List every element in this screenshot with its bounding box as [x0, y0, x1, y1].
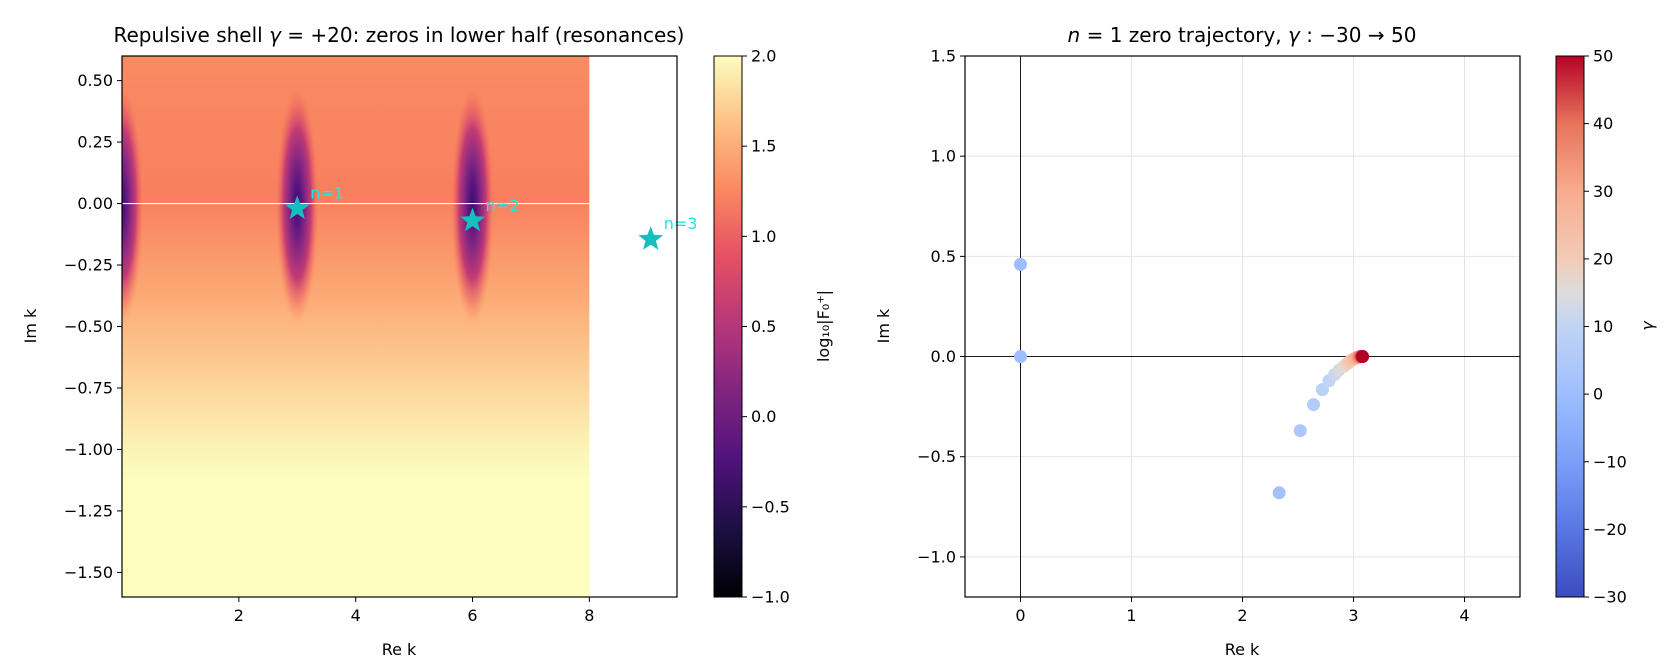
x-tick-label: 2 — [1237, 606, 1247, 625]
trajectory-point — [1356, 350, 1370, 364]
right-y-axis-label: Im k — [874, 308, 893, 343]
y-tick-label: 1.5 — [931, 47, 956, 66]
coolwarm-colorbar — [1555, 55, 1585, 598]
x-tick-label: 0 — [1015, 606, 1025, 625]
colorbar-tick-label: −30 — [1593, 588, 1627, 607]
y-tick-label: −0.75 — [64, 378, 113, 397]
x-tick-label: 6 — [467, 606, 477, 625]
zero-label: n=2 — [486, 196, 520, 215]
y-tick-label: 1.0 — [931, 147, 956, 166]
y-tick-label: −0.25 — [64, 256, 113, 275]
zero-star-marker — [638, 226, 664, 250]
x-tick-label: 2 — [234, 606, 244, 625]
right-grid — [965, 56, 1520, 597]
y-tick-label: 0.0 — [931, 347, 956, 366]
right-chart-title: n = 1 zero trajectory, γ : −30 → 50 — [1068, 23, 1417, 47]
left-y-axis-label: Im k — [21, 308, 40, 343]
trajectory-point — [1272, 486, 1286, 500]
magma-colorbar-ticks: 2.0 1.5 1.0 0.5 0.0 −0.5 −1.0 — [742, 47, 790, 607]
y-tick-label: 0.5 — [931, 247, 956, 266]
trajectory-point — [1293, 424, 1307, 438]
x-tick-label: 1 — [1126, 606, 1136, 625]
x-tick-label: 3 — [1348, 606, 1358, 625]
left-chart-title: Repulsive shell γ = +20: zeros in lower … — [114, 23, 685, 47]
zero-label: n=1 — [310, 183, 344, 202]
y-tick-label: −0.5 — [917, 447, 956, 466]
right-plot-area — [1014, 257, 1370, 500]
colorbar-tick-label: 30 — [1593, 182, 1613, 201]
colorbar-tick-label: −20 — [1593, 520, 1627, 539]
x-tick-label: 8 — [584, 606, 594, 625]
zero-star-marker — [460, 207, 485, 232]
colorbar-tick-label: 40 — [1593, 114, 1613, 133]
left-heatmap-panel: Repulsive shell γ = +20: zeros in lower … — [21, 23, 833, 659]
trajectory-point — [1307, 398, 1321, 412]
colorbar-tick-label: 0.0 — [751, 407, 776, 426]
y-tick-label: −1.00 — [64, 440, 113, 459]
colorbar-tick-label: 2.0 — [751, 47, 776, 66]
zero-label: n=3 — [664, 214, 698, 233]
trajectory-point — [1014, 257, 1027, 271]
colorbar-tick-label: 0.5 — [751, 317, 776, 336]
heatmap-background — [122, 56, 590, 597]
x-tick-label: 4 — [351, 606, 361, 625]
right-x-axis-label: Re k — [1225, 640, 1260, 659]
zero-star-marker — [284, 195, 310, 219]
y-tick-label: −1.25 — [64, 501, 113, 520]
y-tick-label: 0.50 — [77, 71, 113, 90]
right-y-ticks: 1.5 1.0 0.5 0.0 −0.5 −1.0 — [917, 47, 965, 566]
x-tick-label: 4 — [1459, 606, 1469, 625]
heatmap-field — [122, 56, 590, 597]
colorbar-tick-label: 20 — [1593, 249, 1613, 268]
colorbar-tick-label: 1.5 — [751, 137, 776, 156]
coolwarm-colorbar-label: γ — [1638, 320, 1657, 331]
magma-colorbar — [713, 55, 743, 598]
left-plot-area: n=1 n=2 n=3 — [122, 183, 698, 250]
colorbar-tick-label: −0.5 — [751, 497, 790, 516]
coolwarm-colorbar-ticks: 50 40 30 20 10 0 −10 −20 −30 — [1584, 47, 1627, 607]
colorbar-tick-label: 0 — [1593, 385, 1603, 404]
colorbar-tick-label: 50 — [1593, 47, 1613, 66]
y-tick-label: −1.0 — [917, 547, 956, 566]
y-tick-label: 0.25 — [77, 133, 113, 152]
left-y-ticks: 0.50 0.25 0.00 −0.25 −0.50 −0.75 −1.00 −1.25 −1.… — [64, 71, 122, 582]
colorbar-tick-label: −1.0 — [751, 588, 790, 607]
left-x-ticks: 2 4 6 8 — [234, 597, 594, 625]
colorbar-tick-label: −10 — [1593, 452, 1627, 471]
right-x-ticks: 0 1 2 3 4 — [1015, 597, 1470, 625]
left-x-axis-label: Re k — [382, 640, 417, 659]
colorbar-tick-label: 1.0 — [751, 227, 776, 246]
y-tick-label: 0.00 — [77, 194, 113, 213]
y-tick-label: −0.50 — [64, 317, 113, 336]
magma-colorbar-label: log₁₀|F₀⁺| — [814, 290, 833, 362]
y-tick-label: −1.50 — [64, 563, 113, 582]
right-trajectory-panel: n = 1 zero trajectory, γ : −30 → 50 Re k… — [874, 23, 1657, 659]
trajectory-point — [1315, 383, 1329, 397]
colorbar-tick-label: 10 — [1593, 317, 1613, 336]
trajectory-point — [1014, 350, 1027, 364]
